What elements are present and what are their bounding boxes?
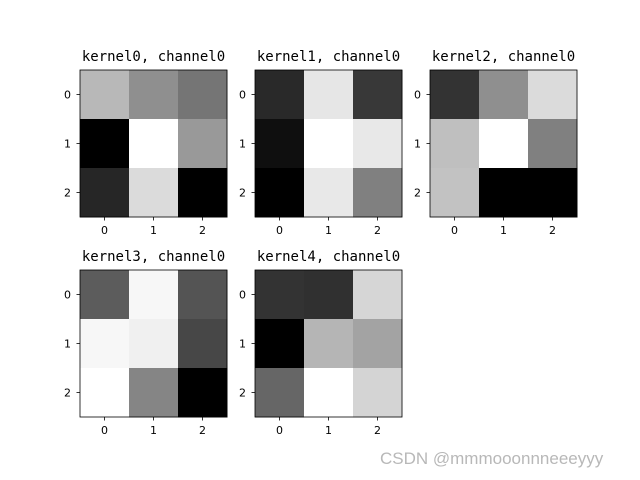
x-tick-label: 2 (199, 424, 206, 437)
heatmap-cell-2-2 (178, 368, 228, 418)
heatmap-cell-2-1 (129, 368, 179, 418)
heatmap-panel-4: kernel4, channel0 0 1 2 0 1 2 (239, 249, 403, 437)
heatmap-cell-0-0 (255, 70, 305, 120)
y-tick-label: 1 (239, 138, 246, 151)
y-tick-label: 0 (64, 289, 71, 302)
heatmap-cell-0-1 (479, 70, 529, 120)
heatmap-cell-0-2 (353, 70, 403, 120)
heatmap-cell-2-2 (353, 368, 403, 418)
heatmap-cell-2-1 (479, 168, 529, 218)
heatmap-cell-0-2 (528, 70, 578, 120)
heatmap-cell-0-1 (129, 70, 179, 120)
heatmap-cell-1-2 (178, 119, 228, 169)
x-tick-label: 0 (101, 424, 108, 437)
x-tick-label: 1 (325, 424, 332, 437)
y-tick-label: 2 (64, 387, 71, 400)
heatmap-cell-0-2 (353, 270, 403, 320)
heatmap-cell-2-2 (353, 168, 403, 218)
heatmap-cell-1-2 (178, 319, 228, 369)
heatmap-panel-2: kernel2, channel0 0 1 2 0 1 2 (414, 49, 578, 237)
y-tick-label: 0 (64, 89, 71, 102)
panel-title: kernel1, channel0 (257, 49, 400, 65)
heatmap-cell-2-2 (528, 168, 578, 218)
x-tick-label: 0 (451, 224, 458, 237)
y-tick-label: 0 (239, 89, 246, 102)
heatmap-cell-1-2 (353, 119, 403, 169)
x-tick-label: 1 (150, 224, 157, 237)
x-tick-label: 0 (276, 224, 283, 237)
heatmap-cell-2-0 (255, 368, 305, 418)
heatmap-cell-0-0 (430, 70, 480, 120)
x-tick-label: 2 (374, 224, 381, 237)
heatmap-cell-1-0 (255, 119, 305, 169)
x-tick-label: 2 (549, 224, 556, 237)
y-tick-label: 2 (414, 187, 421, 200)
heatmap-panel-1: kernel1, channel0 0 1 2 0 1 2 (239, 49, 403, 237)
heatmap-panel-3: kernel3, channel0 0 1 2 0 1 2 (64, 249, 228, 437)
heatmap-cell-1-2 (528, 119, 578, 169)
x-tick-label: 2 (374, 424, 381, 437)
heatmap-cell-2-0 (80, 168, 130, 218)
heatmap-cell-0-2 (178, 70, 228, 120)
heatmap-cell-2-0 (430, 168, 480, 218)
y-tick-label: 1 (239, 338, 246, 351)
y-tick-label: 0 (414, 89, 421, 102)
heatmap-cell-1-1 (129, 119, 179, 169)
y-tick-label: 1 (64, 338, 71, 351)
x-tick-label: 1 (325, 224, 332, 237)
heatmap-cell-2-2 (178, 168, 228, 218)
heatmap-cell-1-1 (304, 119, 354, 169)
heatmap-cell-1-1 (129, 319, 179, 369)
heatmap-cell-1-0 (430, 119, 480, 169)
watermark: CSDN @mmmooonnneeeyyy (380, 449, 604, 468)
y-tick-label: 1 (414, 138, 421, 151)
heatmap-cell-0-0 (255, 270, 305, 320)
x-tick-label: 0 (101, 224, 108, 237)
panel-title: kernel4, channel0 (257, 249, 400, 265)
x-tick-label: 1 (500, 224, 507, 237)
x-tick-label: 0 (276, 424, 283, 437)
heatmap-cell-1-1 (304, 319, 354, 369)
heatmap-cell-2-0 (80, 368, 130, 418)
heatmap-cell-0-2 (178, 270, 228, 320)
heatmap-cell-0-0 (80, 70, 130, 120)
heatmap-cell-0-1 (129, 270, 179, 320)
heatmap-cell-2-1 (304, 168, 354, 218)
heatmap-cell-2-0 (255, 168, 305, 218)
heatmap-cell-2-1 (129, 168, 179, 218)
x-tick-label: 1 (150, 424, 157, 437)
heatmap-panel-0: kernel0, channel0 0 1 2 0 1 2 (64, 49, 228, 237)
heatmap-cell-1-2 (353, 319, 403, 369)
panel-title: kernel0, channel0 (82, 49, 225, 65)
heatmap-cell-0-1 (304, 270, 354, 320)
heatmap-cell-1-1 (479, 119, 529, 169)
panel-title: kernel3, channel0 (82, 249, 225, 265)
y-tick-label: 2 (239, 187, 246, 200)
y-tick-label: 2 (64, 187, 71, 200)
panel-title: kernel2, channel0 (432, 49, 575, 65)
heatmap-cell-0-0 (80, 270, 130, 320)
y-tick-label: 2 (239, 387, 246, 400)
x-tick-label: 2 (199, 224, 206, 237)
heatmap-cell-1-0 (80, 119, 130, 169)
y-tick-label: 1 (64, 138, 71, 151)
heatmap-cell-2-1 (304, 368, 354, 418)
heatmap-cell-1-0 (255, 319, 305, 369)
heatmap-cell-1-0 (80, 319, 130, 369)
heatmap-cell-0-1 (304, 70, 354, 120)
y-tick-label: 0 (239, 289, 246, 302)
